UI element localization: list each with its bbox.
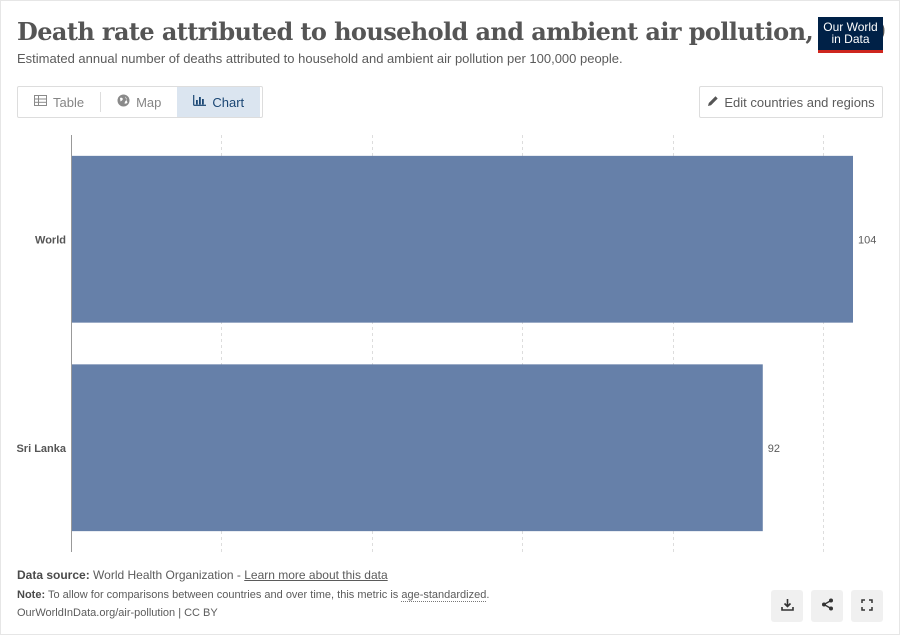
logo-line-1: Our World [823, 20, 878, 34]
tab-divider [100, 92, 102, 112]
bar-chart: World 104 Sri Lanka 92 [16, 135, 876, 552]
page-subtitle: Estimated annual number of deaths attrib… [17, 51, 623, 66]
fullscreen-icon [861, 598, 873, 614]
category-label: Sri Lanka [16, 443, 66, 455]
owid-logo[interactable]: Our World in Data [818, 17, 883, 53]
source-label: Data source: [17, 568, 90, 582]
download-button[interactable] [771, 590, 803, 622]
tab-table-label: Table [53, 94, 85, 110]
share-button[interactable] [811, 590, 843, 622]
tab-chart[interactable]: Chart [177, 87, 261, 117]
bar [71, 155, 853, 323]
note-end: . [486, 589, 490, 601]
chart-note: Note: To allow for comparisons between c… [17, 589, 490, 602]
table-icon [34, 95, 47, 109]
page-title: Death rate attributed to household and a… [17, 17, 886, 46]
edit-countries-button[interactable]: Edit countries and regions [699, 86, 883, 118]
bar [71, 364, 763, 532]
logo-line-2: in Data [831, 32, 870, 46]
note-text: To allow for comparisons between countri… [47, 589, 402, 601]
chart-url[interactable]: OurWorldInData.org/air-pollution | CC BY [17, 607, 218, 619]
edit-countries-label: Edit countries and regions [724, 94, 875, 110]
pencil-icon [707, 95, 719, 110]
fullscreen-button[interactable] [851, 590, 883, 622]
source-text: World Health Organization - [93, 568, 245, 582]
share-icon [821, 598, 834, 614]
learn-more-link[interactable]: Learn more about this data [244, 568, 388, 582]
tab-map[interactable]: Map [101, 87, 177, 117]
globe-icon [117, 94, 130, 110]
tab-table[interactable]: Table [18, 87, 100, 117]
tab-map-label: Map [136, 94, 162, 110]
chart-icon [193, 95, 207, 109]
tab-chart-label: Chart [212, 94, 245, 110]
category-label: World [35, 234, 66, 246]
view-tabs: Table Map Chart [17, 86, 263, 118]
age-standardized-link[interactable]: age-standardized [401, 589, 487, 602]
download-icon [780, 598, 794, 614]
value-label: 104 [858, 234, 876, 246]
value-label: 92 [768, 443, 780, 455]
note-label: Note: [17, 589, 46, 601]
data-source: Data source: World Health Organization -… [17, 568, 388, 582]
